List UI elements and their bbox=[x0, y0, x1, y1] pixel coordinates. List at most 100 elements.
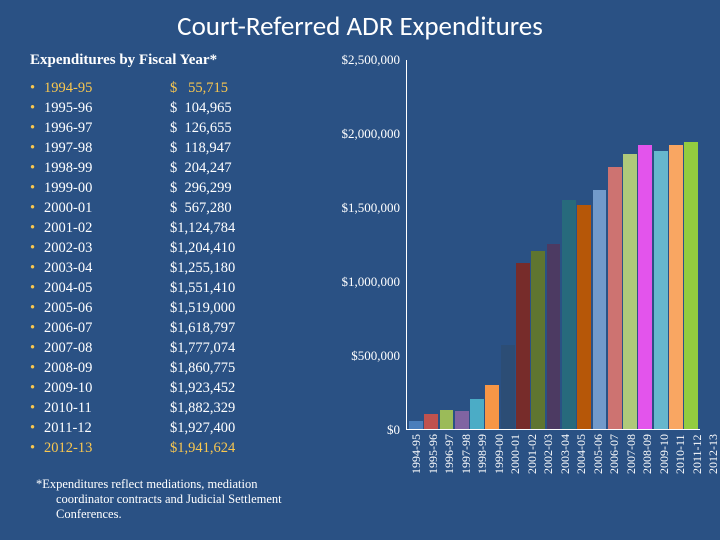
x-axis-label: 2010-11 bbox=[673, 434, 688, 494]
bullet-icon: • bbox=[30, 278, 44, 298]
bar-chart: 1994-951995-961996-971997-981998-991999-… bbox=[328, 60, 708, 520]
y-axis-label: $1,000,000 bbox=[328, 274, 400, 290]
year-label: 2009-10 bbox=[44, 378, 170, 398]
year-label: 1996-97 bbox=[44, 118, 170, 138]
x-axis-label: 2000-01 bbox=[508, 434, 523, 494]
bullet-icon: • bbox=[30, 198, 44, 218]
chart-bar bbox=[654, 151, 668, 429]
amount-value: $ 118,947 bbox=[170, 138, 320, 158]
chart-bar bbox=[638, 145, 652, 429]
chart-x-labels: 1994-951995-961996-971997-981998-991999-… bbox=[407, 434, 701, 494]
list-item: •2010-11$1,882,329 bbox=[30, 398, 320, 418]
amount-value: $1,860,775 bbox=[170, 358, 320, 378]
list-item: •2011-12$1,927,400 bbox=[30, 418, 320, 438]
amount-value: $ 126,655 bbox=[170, 118, 320, 138]
year-label: 2003-04 bbox=[44, 258, 170, 278]
x-axis-label: 1994-95 bbox=[409, 434, 424, 494]
chart-bars bbox=[407, 60, 700, 429]
chart-bar bbox=[440, 410, 454, 429]
y-axis-label: $2,500,000 bbox=[328, 52, 400, 68]
x-axis-label: 2003-04 bbox=[558, 434, 573, 494]
chart-bar bbox=[424, 414, 438, 429]
y-axis-label: $0 bbox=[328, 422, 400, 438]
list-item: •2000-01$ 567,280 bbox=[30, 198, 320, 218]
bullet-icon: • bbox=[30, 238, 44, 258]
list-item: •2002-03$1,204,410 bbox=[30, 238, 320, 258]
list-item: •2004-05$1,551,410 bbox=[30, 278, 320, 298]
y-axis-label: $500,000 bbox=[328, 348, 400, 364]
chart-bar bbox=[409, 421, 423, 429]
bullet-icon: • bbox=[30, 318, 44, 338]
x-axis-label: 1999-00 bbox=[492, 434, 507, 494]
chart-bar bbox=[485, 385, 499, 429]
bullet-icon: • bbox=[30, 98, 44, 118]
list-item: •1999-00$ 296,299 bbox=[30, 178, 320, 198]
x-axis-label: 2002-03 bbox=[541, 434, 556, 494]
bullet-icon: • bbox=[30, 338, 44, 358]
x-axis-label: 1996-97 bbox=[442, 434, 457, 494]
bullet-icon: • bbox=[30, 358, 44, 378]
x-axis-label: 1995-96 bbox=[426, 434, 441, 494]
bullet-icon: • bbox=[30, 398, 44, 418]
list-item: •2001-02$1,124,784 bbox=[30, 218, 320, 238]
x-axis-label: 2007-08 bbox=[624, 434, 639, 494]
chart-bar bbox=[547, 244, 561, 429]
chart-bar bbox=[684, 142, 698, 429]
list-item: •1997-98$ 118,947 bbox=[30, 138, 320, 158]
list-item: •2007-08$1,777,074 bbox=[30, 338, 320, 358]
amount-value: $ 296,299 bbox=[170, 178, 320, 198]
amount-value: $1,927,400 bbox=[170, 418, 320, 438]
year-label: 1997-98 bbox=[44, 138, 170, 158]
year-label: 2008-09 bbox=[44, 358, 170, 378]
list-item: •2012-13$1,941,624 bbox=[30, 438, 320, 458]
x-axis-label: 1998-99 bbox=[475, 434, 490, 494]
chart-bar bbox=[516, 263, 530, 429]
bullet-icon: • bbox=[30, 378, 44, 398]
bullet-icon: • bbox=[30, 118, 44, 138]
list-item: •2005-06$1,519,000 bbox=[30, 298, 320, 318]
amount-value: $ 104,965 bbox=[170, 98, 320, 118]
y-axis-label: $1,500,000 bbox=[328, 200, 400, 216]
list-item: •2008-09$1,860,775 bbox=[30, 358, 320, 378]
year-label: 2006-07 bbox=[44, 318, 170, 338]
amount-value: $ 567,280 bbox=[170, 198, 320, 218]
footnote: *Expenditures reflect mediations, mediat… bbox=[36, 477, 336, 522]
year-label: 2004-05 bbox=[44, 278, 170, 298]
year-label: 2000-01 bbox=[44, 198, 170, 218]
bullet-icon: • bbox=[30, 258, 44, 278]
amount-value: $1,882,329 bbox=[170, 398, 320, 418]
amount-value: $1,777,074 bbox=[170, 338, 320, 358]
chart-bar bbox=[562, 200, 576, 429]
year-label: 2007-08 bbox=[44, 338, 170, 358]
subtitle: Expenditures by Fiscal Year* bbox=[30, 52, 217, 69]
bullet-icon: • bbox=[30, 218, 44, 238]
amount-value: $1,551,410 bbox=[170, 278, 320, 298]
list-item: •2006-07$1,618,797 bbox=[30, 318, 320, 338]
amount-value: $ 204,247 bbox=[170, 158, 320, 178]
x-axis-label: 2008-09 bbox=[640, 434, 655, 494]
chart-bar bbox=[669, 145, 683, 429]
year-label: 1994-95 bbox=[44, 78, 170, 98]
expenditure-list: •1994-95$ 55,715•1995-96$ 104,965•1996-9… bbox=[30, 78, 320, 458]
bullet-icon: • bbox=[30, 178, 44, 198]
page-title: Court-Referred ADR Expenditures bbox=[0, 0, 720, 43]
chart-bar bbox=[623, 154, 637, 429]
list-item: •1998-99$ 204,247 bbox=[30, 158, 320, 178]
amount-value: $1,941,624 bbox=[170, 438, 320, 458]
year-label: 1999-00 bbox=[44, 178, 170, 198]
year-label: 2012-13 bbox=[44, 438, 170, 458]
x-axis-label: 2001-02 bbox=[525, 434, 540, 494]
y-axis-label: $2,000,000 bbox=[328, 126, 400, 142]
chart-bar bbox=[577, 205, 591, 429]
x-axis-label: 2009-10 bbox=[657, 434, 672, 494]
chart-bar bbox=[593, 190, 607, 429]
amount-value: $1,204,410 bbox=[170, 238, 320, 258]
amount-value: $ 55,715 bbox=[170, 78, 320, 98]
list-item: •2009-10$1,923,452 bbox=[30, 378, 320, 398]
amount-value: $1,519,000 bbox=[170, 298, 320, 318]
footnote-line1: *Expenditures reflect mediations, mediat… bbox=[36, 477, 257, 491]
list-item: •1995-96$ 104,965 bbox=[30, 98, 320, 118]
bullet-icon: • bbox=[30, 138, 44, 158]
bullet-icon: • bbox=[30, 78, 44, 98]
chart-bar bbox=[455, 411, 469, 429]
